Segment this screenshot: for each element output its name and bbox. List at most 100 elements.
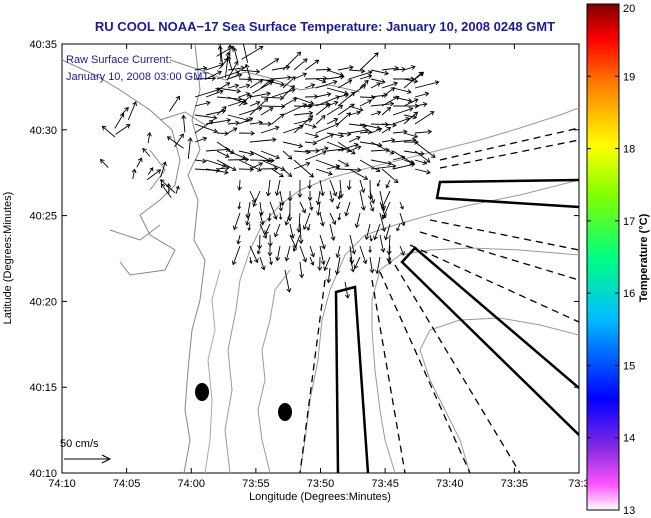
current-vector-head	[375, 269, 381, 275]
current-vector-head	[249, 260, 253, 264]
current-vector-head	[346, 112, 352, 117]
current-vector	[260, 107, 274, 116]
current-vector	[216, 132, 229, 135]
current-vector	[369, 179, 371, 200]
current-vector-head	[223, 57, 229, 63]
current-vector-head	[231, 260, 237, 266]
current-vector-head	[343, 90, 349, 96]
current-vector-head	[434, 80, 440, 86]
current-vector-head	[413, 78, 419, 84]
colorbar-label: Temperature (°C)	[638, 213, 650, 302]
current-vector	[309, 245, 315, 257]
current-vector-head	[267, 217, 272, 222]
current-vector	[337, 94, 349, 98]
current-vector-head	[305, 161, 311, 167]
current-vector-head	[380, 79, 386, 84]
current-vector-head	[124, 106, 129, 112]
current-vector	[326, 165, 340, 170]
chart-title: RU COOL NOAA−17 Sea Surface Temperature:…	[95, 19, 555, 34]
current-vector-head	[320, 115, 326, 120]
current-vector-head	[310, 261, 315, 266]
current-vector	[327, 267, 331, 283]
current-vector	[249, 256, 252, 264]
current-vector-head	[224, 130, 229, 136]
current-vector	[304, 123, 317, 128]
current-vector-head	[376, 110, 382, 116]
colorbar-tick-label: 16	[623, 288, 635, 300]
current-vector-head	[326, 91, 332, 97]
current-vector	[374, 223, 381, 240]
current-vector	[227, 74, 242, 80]
current-vector	[315, 95, 340, 107]
x-tick-label: 74:05	[113, 478, 141, 490]
surface-current-vectors	[99, 44, 440, 299]
current-vector	[205, 71, 222, 80]
current-vector-head	[301, 208, 307, 214]
current-vector-head	[257, 167, 262, 172]
current-vector	[359, 99, 372, 107]
marker-dot-1	[195, 383, 209, 401]
current-vector	[392, 107, 413, 116]
current-vector-head	[390, 87, 396, 92]
current-vector-head	[390, 137, 396, 143]
current-vector-head	[232, 47, 238, 52]
current-vector-head	[160, 179, 165, 184]
current-vector-head	[308, 115, 314, 120]
current-vector	[359, 190, 365, 211]
current-vector-head	[336, 205, 340, 210]
current-vector	[259, 223, 267, 239]
current-vector	[232, 245, 241, 265]
current-vector	[227, 127, 237, 134]
current-vector	[414, 131, 432, 134]
current-vector	[227, 56, 233, 71]
current-vector	[282, 97, 297, 107]
current-vector	[249, 121, 263, 125]
colorbar-tick-label: 13	[623, 505, 635, 517]
current-vector-head	[383, 235, 389, 241]
current-vector	[381, 123, 397, 126]
current-vector	[317, 190, 321, 205]
current-vector-head	[166, 136, 172, 141]
current-vector-head	[274, 58, 280, 63]
current-vector-head	[367, 99, 372, 105]
current-vector	[205, 110, 226, 116]
current-vector	[337, 112, 351, 125]
current-vector	[249, 92, 271, 98]
current-vector	[249, 101, 260, 107]
current-vector-head	[321, 150, 327, 156]
current-vector-head	[132, 101, 137, 106]
current-vector	[282, 168, 292, 177]
current-vector-head	[426, 169, 431, 175]
current-vector	[260, 96, 284, 99]
current-vector	[293, 118, 313, 125]
current-vector-head	[332, 191, 338, 197]
current-vector	[370, 103, 394, 107]
current-vector	[271, 168, 284, 177]
current-vector	[338, 190, 341, 199]
current-vector-head	[280, 81, 285, 87]
current-vector	[403, 132, 418, 138]
current-vector-head	[232, 225, 238, 231]
current-vector	[293, 96, 314, 105]
current-vector-head	[385, 147, 390, 153]
current-vector	[403, 78, 418, 83]
current-vector-head	[298, 143, 304, 149]
current-vector	[348, 105, 363, 111]
current-vector-head	[321, 78, 327, 84]
current-vector	[249, 245, 258, 263]
current-vector	[370, 82, 381, 89]
current-vector	[271, 89, 296, 98]
current-vector-head	[358, 107, 364, 112]
current-vector	[315, 103, 331, 116]
current-vector-head	[393, 178, 399, 184]
current-vector-head	[302, 257, 308, 263]
colorbar-ticks: 20 19 18 17 16 15 14 13	[587, 3, 635, 517]
current-vector	[392, 139, 416, 143]
current-vector	[392, 117, 410, 125]
current-vector	[194, 123, 218, 133]
plot-frame	[61, 43, 580, 474]
current-vector	[396, 223, 401, 231]
current-vector-head	[408, 106, 414, 112]
current-vector-head	[325, 101, 330, 107]
